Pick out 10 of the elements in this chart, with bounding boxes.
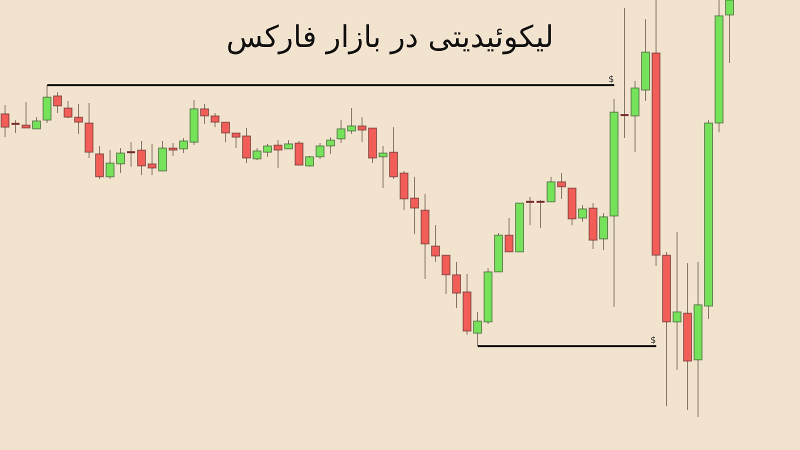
ref-line-label: $ xyxy=(650,336,656,346)
text: لیکوئیدیتی در بازار فارکس xyxy=(225,20,555,55)
candlestick xyxy=(526,196,534,226)
candlestick xyxy=(127,142,136,168)
candlestick xyxy=(0,104,10,138)
candlestick xyxy=(725,0,734,64)
ref-line-label: $ xyxy=(608,75,614,86)
candlestick xyxy=(12,120,20,134)
candlestick xyxy=(536,200,545,229)
candlestick xyxy=(620,7,629,139)
